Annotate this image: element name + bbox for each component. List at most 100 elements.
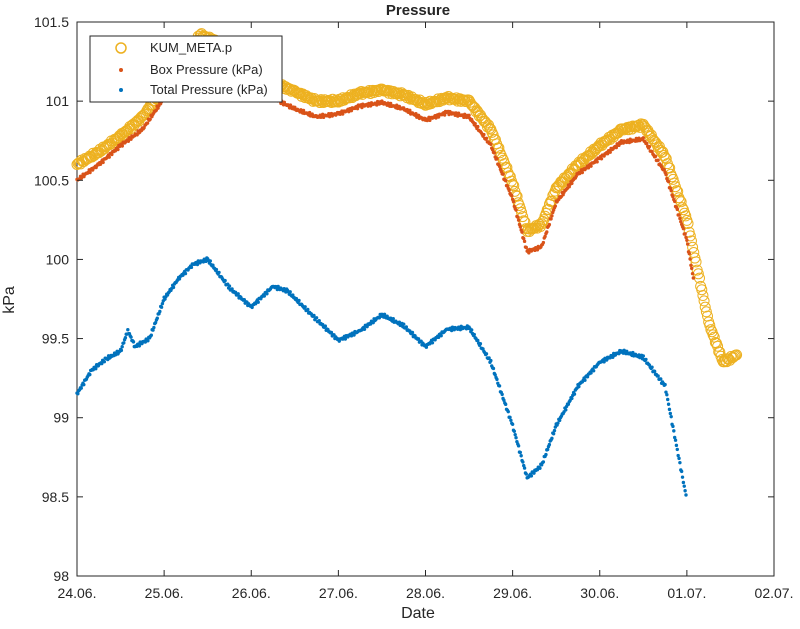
data-point	[493, 373, 497, 377]
data-point	[618, 124, 630, 136]
data-point	[76, 392, 80, 396]
data-point	[402, 322, 406, 326]
data-point	[687, 241, 699, 253]
data-point	[410, 330, 415, 335]
data-point	[672, 429, 676, 433]
x-axis-label: Date	[401, 605, 435, 622]
data-point	[208, 259, 212, 263]
data-point	[538, 466, 542, 470]
data-point	[545, 230, 549, 234]
data-point	[469, 328, 474, 332]
data-point	[484, 352, 489, 356]
data-point	[487, 356, 491, 360]
data-point	[586, 166, 591, 170]
data-point	[492, 151, 497, 155]
data-point	[223, 278, 227, 283]
data-point	[516, 444, 521, 448]
data-point	[666, 179, 671, 184]
data-point	[652, 369, 657, 374]
data-point	[265, 292, 269, 296]
data-point	[149, 333, 154, 337]
data-point	[544, 452, 548, 457]
data-point	[553, 204, 558, 208]
data-point	[317, 319, 321, 323]
data-point	[120, 144, 125, 148]
data-point	[519, 454, 523, 458]
data-point	[397, 320, 402, 324]
data-point	[641, 136, 646, 140]
series-2	[75, 256, 688, 497]
data-point	[672, 435, 677, 440]
data-point	[395, 103, 399, 107]
data-point	[323, 324, 328, 328]
data-point	[677, 213, 681, 217]
data-point	[436, 115, 441, 119]
data-point	[120, 345, 124, 349]
data-point	[122, 341, 126, 345]
data-point	[614, 145, 618, 150]
data-point	[442, 113, 447, 117]
data-point	[666, 397, 670, 402]
data-point	[148, 117, 152, 121]
data-point	[102, 360, 107, 364]
data-point	[589, 164, 593, 168]
data-point	[577, 384, 581, 389]
data-point	[665, 392, 669, 397]
data-point	[183, 271, 188, 276]
data-point	[671, 424, 675, 429]
data-point	[449, 93, 461, 105]
data-point	[476, 338, 480, 343]
data-point	[522, 466, 527, 470]
data-point	[668, 411, 673, 416]
data-point	[545, 447, 550, 452]
data-point	[507, 188, 511, 193]
data-point	[570, 181, 574, 186]
data-point	[669, 414, 673, 419]
data-point	[382, 312, 387, 317]
data-point	[524, 472, 528, 476]
data-point	[145, 121, 150, 125]
data-point	[690, 256, 702, 268]
data-point	[550, 436, 554, 441]
x-tick-label: 29.06.	[493, 585, 532, 601]
data-point	[123, 336, 128, 340]
data-point	[589, 371, 593, 375]
data-point	[82, 382, 86, 387]
data-point	[608, 150, 612, 154]
data-point	[666, 402, 671, 406]
data-point	[518, 450, 523, 455]
data-point	[436, 335, 441, 340]
data-point	[672, 199, 677, 204]
data-point	[521, 460, 525, 464]
data-point	[551, 432, 556, 436]
data-point	[473, 121, 477, 126]
data-point	[647, 144, 652, 149]
data-point	[633, 119, 645, 131]
data-point	[547, 222, 552, 227]
y-tick-label: 99.5	[42, 331, 69, 347]
x-tick-label: 26.06.	[232, 585, 271, 601]
data-point	[683, 232, 687, 236]
data-point	[297, 298, 301, 303]
data-point	[101, 160, 105, 165]
data-point	[541, 460, 546, 464]
data-point	[467, 113, 471, 118]
data-point	[712, 340, 724, 352]
data-point	[527, 251, 531, 255]
data-point	[637, 353, 641, 357]
data-point	[126, 139, 131, 143]
data-point	[574, 174, 578, 178]
data-point	[667, 407, 672, 412]
data-point	[685, 238, 689, 242]
data-point	[522, 236, 526, 241]
data-point	[677, 456, 681, 461]
data-point	[653, 154, 658, 159]
y-tick-label: 100.5	[34, 172, 69, 188]
data-point	[700, 306, 712, 318]
data-point	[669, 188, 673, 193]
data-point	[676, 453, 680, 458]
data-point	[681, 480, 686, 485]
data-point	[595, 160, 599, 164]
data-point	[678, 216, 682, 221]
